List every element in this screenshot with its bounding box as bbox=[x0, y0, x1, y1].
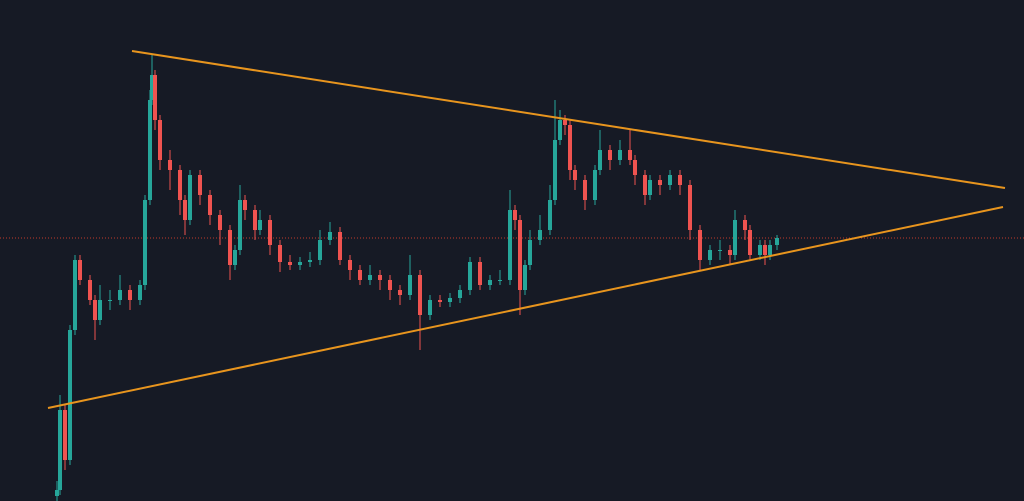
candle-body bbox=[308, 260, 312, 262]
candle-body bbox=[338, 232, 342, 260]
candle-body bbox=[718, 250, 722, 251]
candle-body bbox=[143, 200, 147, 285]
candle-body bbox=[218, 215, 222, 230]
candle-body bbox=[573, 170, 577, 180]
candle-body bbox=[158, 120, 162, 160]
candle-body bbox=[233, 250, 237, 265]
candle-body bbox=[318, 240, 322, 260]
candle-body bbox=[538, 230, 542, 240]
candle-body bbox=[688, 185, 692, 230]
candle-body bbox=[238, 200, 242, 250]
candle-body bbox=[743, 220, 747, 230]
candle-body bbox=[298, 262, 302, 265]
candle-body bbox=[643, 175, 647, 195]
candle-body bbox=[198, 175, 202, 195]
candle-body bbox=[498, 280, 502, 281]
candle-body bbox=[153, 75, 157, 120]
candle-body bbox=[598, 150, 602, 170]
trend-line bbox=[131, 50, 1006, 189]
candle-body bbox=[458, 290, 462, 298]
candle-body bbox=[698, 230, 702, 260]
candle-body bbox=[593, 170, 597, 200]
candle-body bbox=[358, 270, 362, 280]
candle-body bbox=[775, 238, 779, 245]
candle-body bbox=[568, 125, 572, 170]
candle-body bbox=[608, 150, 612, 160]
candle-body bbox=[553, 140, 557, 200]
candle-body bbox=[468, 262, 472, 290]
candle-body bbox=[178, 170, 182, 200]
candle-body bbox=[288, 262, 292, 265]
candle-body bbox=[73, 260, 77, 330]
candle-body bbox=[668, 175, 672, 185]
candle-body bbox=[388, 280, 392, 290]
candle-body bbox=[618, 150, 622, 160]
candle-body bbox=[55, 490, 59, 496]
candle-body bbox=[518, 220, 522, 290]
candle-body bbox=[763, 245, 767, 255]
trend-line bbox=[47, 206, 1004, 409]
candle-body bbox=[633, 160, 637, 175]
candle-body bbox=[128, 290, 132, 300]
candle-body bbox=[678, 175, 682, 185]
candle-body bbox=[733, 220, 737, 255]
candle-body bbox=[438, 300, 442, 302]
candle-body bbox=[658, 180, 662, 185]
candle-body bbox=[448, 298, 452, 302]
candle-body bbox=[208, 195, 212, 215]
candle-body bbox=[513, 210, 517, 220]
candle-body bbox=[583, 180, 587, 200]
candle-body bbox=[368, 275, 372, 280]
candle-body bbox=[138, 285, 142, 300]
candle-body bbox=[508, 210, 512, 280]
candle-body bbox=[278, 245, 282, 262]
candle-body bbox=[108, 300, 112, 301]
candle-body bbox=[758, 245, 762, 255]
candle-body bbox=[148, 100, 152, 200]
candle-body bbox=[328, 232, 332, 240]
candle-body bbox=[428, 300, 432, 315]
candle-body bbox=[88, 280, 92, 300]
candle-body bbox=[408, 275, 412, 295]
candle-body bbox=[558, 120, 562, 140]
candle-body bbox=[78, 260, 82, 280]
candle-body bbox=[58, 410, 62, 490]
candle-body bbox=[628, 150, 632, 160]
candle-body bbox=[378, 275, 382, 280]
candle-body bbox=[118, 290, 122, 300]
candle-body bbox=[768, 245, 772, 255]
candle-body bbox=[563, 120, 567, 125]
candle-body bbox=[183, 200, 187, 220]
candle-body bbox=[708, 250, 712, 260]
candle-body bbox=[488, 280, 492, 285]
candle-body bbox=[728, 250, 732, 255]
candle-body bbox=[188, 175, 192, 220]
candle-body bbox=[258, 220, 262, 230]
candle-body bbox=[398, 290, 402, 295]
candle-body bbox=[268, 220, 272, 245]
candle-body bbox=[548, 200, 552, 230]
candle-body bbox=[168, 160, 172, 170]
candle-body bbox=[68, 330, 72, 460]
candle-body bbox=[228, 230, 232, 265]
candle-body bbox=[63, 410, 67, 460]
candle-body bbox=[243, 200, 247, 210]
candle-body bbox=[98, 300, 102, 320]
candle-body bbox=[93, 300, 97, 320]
candle-body bbox=[418, 275, 422, 315]
candle-body bbox=[748, 230, 752, 255]
candle-body bbox=[253, 210, 257, 230]
candle-body bbox=[478, 262, 482, 285]
candle-body bbox=[348, 260, 352, 270]
candle-body bbox=[648, 180, 652, 195]
candle-body bbox=[523, 265, 527, 290]
candle-body bbox=[528, 240, 532, 265]
candle-body bbox=[150, 75, 154, 100]
